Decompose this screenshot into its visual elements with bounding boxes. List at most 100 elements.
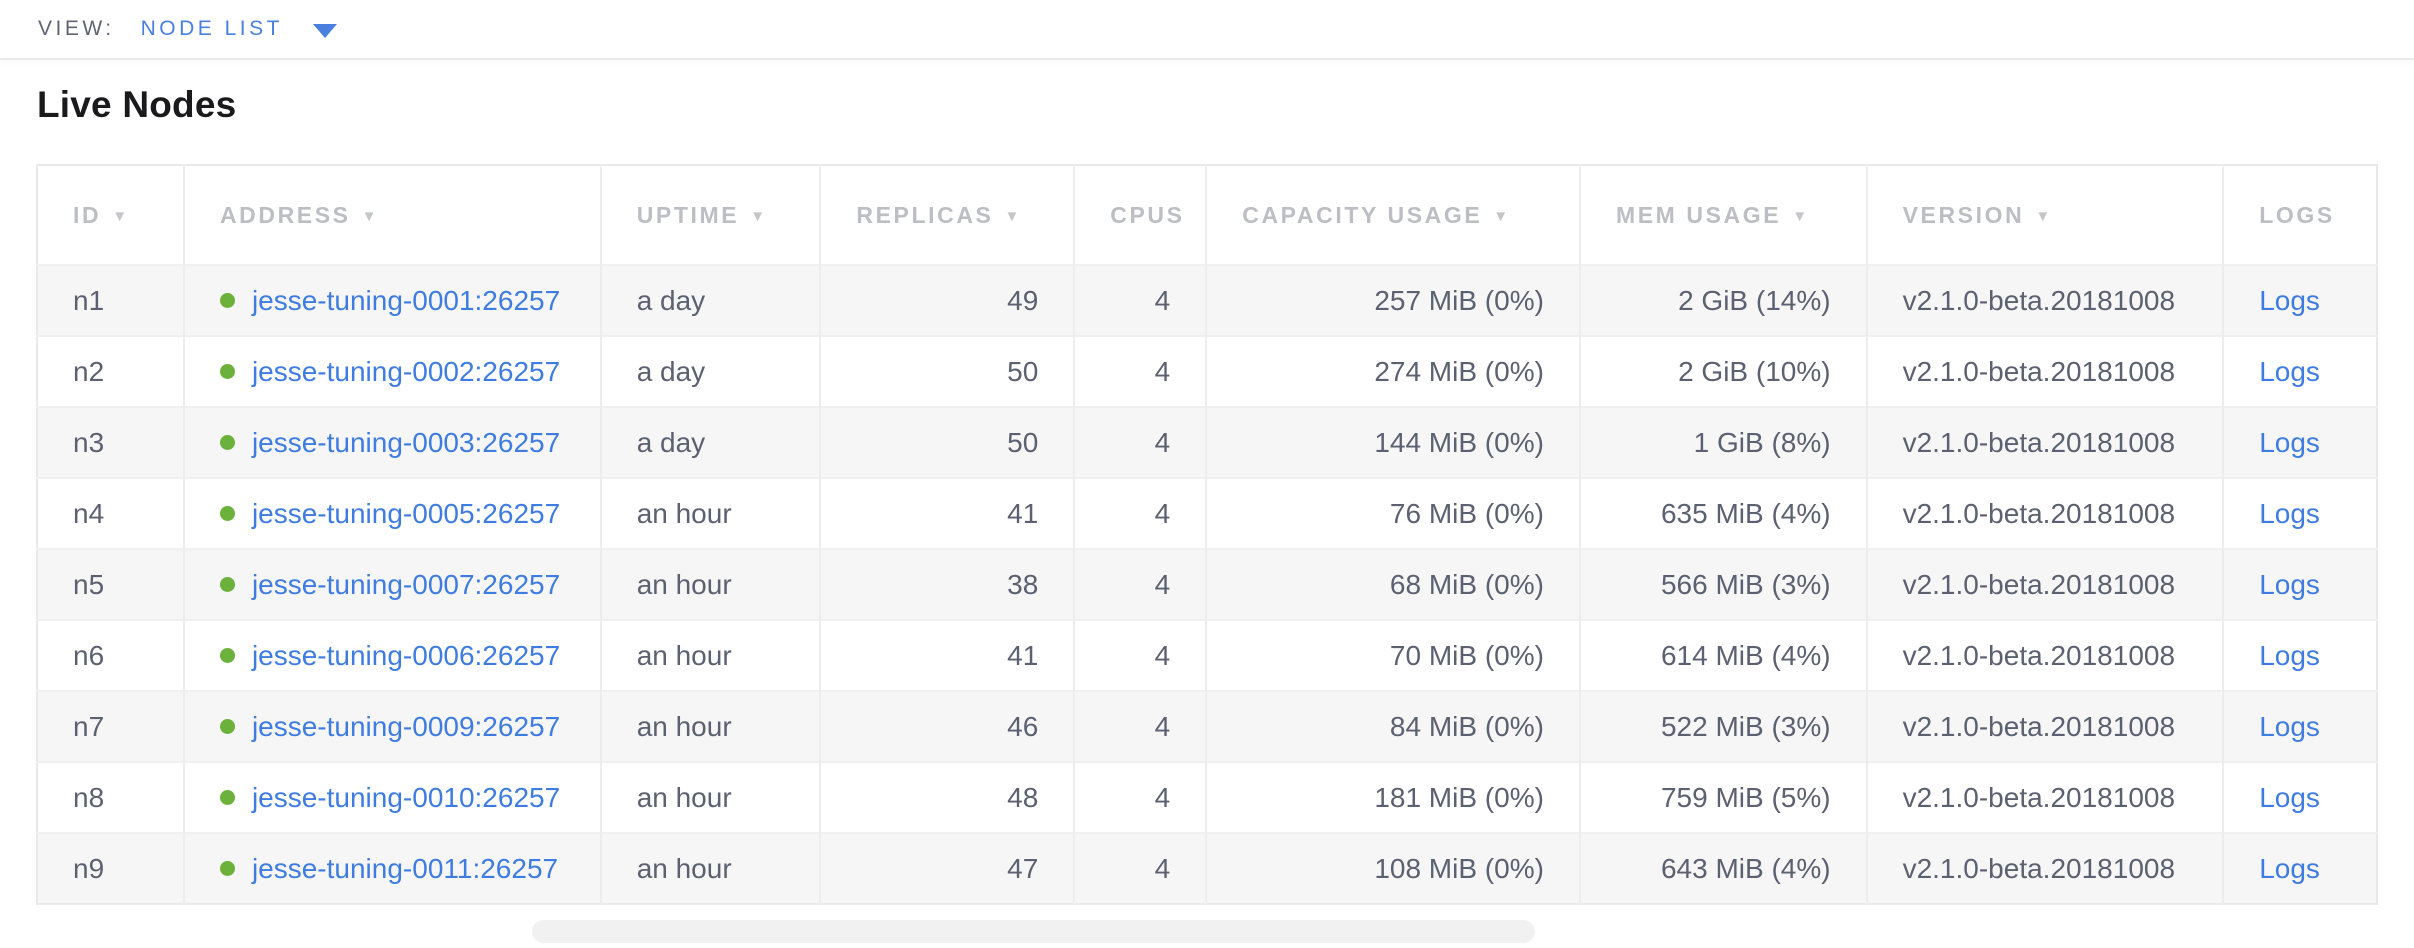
- mem-cell: 635 MiB (4%): [1578, 478, 1867, 549]
- logs-link[interactable]: Logs: [2259, 497, 2320, 529]
- logs-link[interactable]: Logs: [2259, 710, 2320, 742]
- page-title: Live Nodes: [37, 84, 237, 125]
- mem-cell: 2 GiB (10%): [1578, 336, 1867, 407]
- address-cell: jesse-tuning-0009:26257: [182, 691, 601, 762]
- replicas-cell: 50: [819, 336, 1075, 407]
- logs-link[interactable]: Logs: [2259, 781, 2320, 813]
- uptime-cell: a day: [599, 336, 821, 407]
- horizontal-scrollbar[interactable]: [532, 920, 1535, 943]
- mem-cell: 566 MiB (3%): [1578, 549, 1867, 620]
- column-header-address[interactable]: ADDRESS ▼: [182, 165, 601, 265]
- column-header-cpus: CPUS: [1073, 165, 1207, 265]
- replicas-cell: 41: [819, 620, 1075, 691]
- live-nodes-table-container: ID ▼ ADDRESS ▼ UPTIME ▼ REPLICAS ▼ CPUS CAPACITY …: [36, 164, 2378, 905]
- sort-desc-icon: ▼: [112, 207, 130, 225]
- uptime-cell: an hour: [599, 549, 821, 620]
- address-cell: jesse-tuning-0002:26257: [182, 336, 601, 407]
- cpus-cell: 4: [1073, 549, 1207, 620]
- node-live-status-icon: [219, 576, 235, 592]
- node-address-link[interactable]: jesse-tuning-0010:26257: [251, 781, 561, 813]
- replicas-cell: 48: [819, 762, 1075, 833]
- column-header-capacity[interactable]: CAPACITY USAGE ▼: [1205, 165, 1580, 265]
- replicas-cell: 38: [819, 549, 1075, 620]
- address-cell: jesse-tuning-0006:26257: [182, 620, 601, 691]
- node-address-link[interactable]: jesse-tuning-0011:26257: [251, 852, 559, 884]
- uptime-cell: a day: [599, 407, 821, 478]
- id-cell: n5: [73, 568, 105, 600]
- replicas-cell: 47: [819, 833, 1075, 904]
- logs-link[interactable]: Logs: [2259, 852, 2320, 884]
- column-header-label: CAPACITY USAGE: [1242, 201, 1483, 228]
- column-header-mem[interactable]: MEM USAGE ▼: [1578, 165, 1867, 265]
- cpus-cell: 4: [1073, 336, 1207, 407]
- node-address-link[interactable]: jesse-tuning-0001:26257: [251, 284, 561, 316]
- node-address-link[interactable]: jesse-tuning-0009:26257: [251, 710, 561, 742]
- cpus-cell: 4: [1073, 265, 1207, 336]
- column-header-logs: LOGS: [2222, 165, 2377, 265]
- column-header-label: UPTIME: [636, 201, 740, 228]
- logs-cell: Logs: [2222, 478, 2377, 549]
- logs-cell: Logs: [2222, 691, 2377, 762]
- capacity-cell: 70 MiB (0%): [1205, 620, 1580, 691]
- capacity-cell: 84 MiB (0%): [1205, 691, 1580, 762]
- cpus-cell: 4: [1073, 762, 1207, 833]
- node-address-link[interactable]: jesse-tuning-0002:26257: [251, 355, 561, 387]
- node-address-link[interactable]: jesse-tuning-0007:26257: [251, 568, 561, 600]
- node-live-status-icon: [219, 292, 235, 308]
- version-cell: v2.1.0-beta.20181008: [1865, 407, 2224, 478]
- id-cell: n4: [73, 497, 105, 529]
- sort-desc-icon: ▼: [1004, 207, 1022, 225]
- logs-cell: Logs: [2222, 833, 2377, 904]
- version-cell: v2.1.0-beta.20181008: [1865, 762, 2224, 833]
- mem-cell: 614 MiB (4%): [1578, 620, 1867, 691]
- column-header-label: CPUS: [1110, 201, 1185, 228]
- mem-cell: 643 MiB (4%): [1578, 833, 1867, 904]
- version-cell: v2.1.0-beta.20181008: [1865, 691, 2224, 762]
- id-cell: n2: [73, 355, 105, 387]
- replicas-cell: 46: [819, 691, 1075, 762]
- column-header-replicas[interactable]: REPLICAS ▼: [819, 165, 1075, 265]
- view-dropdown[interactable]: NODE LIST: [141, 17, 337, 41]
- version-cell: v2.1.0-beta.20181008: [1865, 265, 2224, 336]
- table-row: n8 jesse-tuning-0010:26257 an hour 48 4 181 M…: [37, 762, 2377, 833]
- version-cell: v2.1.0-beta.20181008: [1865, 620, 2224, 691]
- logs-link[interactable]: Logs: [2259, 639, 2320, 671]
- replicas-cell: 41: [819, 478, 1075, 549]
- capacity-cell: 274 MiB (0%): [1205, 336, 1580, 407]
- node-live-status-icon: [219, 718, 235, 734]
- logs-link[interactable]: Logs: [2259, 284, 2320, 316]
- id-cell: n6: [73, 639, 105, 671]
- logs-link[interactable]: Logs: [2259, 568, 2320, 600]
- node-live-status-icon: [219, 434, 235, 450]
- address-cell: jesse-tuning-0010:26257: [182, 762, 601, 833]
- uptime-cell: an hour: [599, 762, 821, 833]
- column-header-label: ADDRESS: [219, 201, 351, 228]
- capacity-cell: 181 MiB (0%): [1205, 762, 1580, 833]
- sort-desc-icon: ▼: [2035, 207, 2053, 225]
- node-address-link[interactable]: jesse-tuning-0003:26257: [251, 426, 561, 458]
- table-row: n1 jesse-tuning-0001:26257 a day 49 4 257 MiB…: [37, 265, 2377, 336]
- column-header-uptime[interactable]: UPTIME ▼: [599, 165, 821, 265]
- cpus-cell: 4: [1073, 620, 1207, 691]
- column-header-label: VERSION: [1902, 201, 2025, 228]
- node-live-status-icon: [219, 647, 235, 663]
- id-cell: n3: [73, 426, 105, 458]
- capacity-cell: 68 MiB (0%): [1205, 549, 1580, 620]
- sort-desc-icon: ▼: [361, 207, 380, 225]
- node-address-link[interactable]: jesse-tuning-0005:26257: [251, 497, 561, 529]
- logs-cell: Logs: [2222, 620, 2377, 691]
- uptime-cell: an hour: [599, 691, 821, 762]
- logs-link[interactable]: Logs: [2259, 355, 2320, 387]
- node-live-status-icon: [219, 505, 235, 521]
- logs-link[interactable]: Logs: [2259, 426, 2320, 458]
- capacity-cell: 76 MiB (0%): [1205, 478, 1580, 549]
- column-header-id[interactable]: ID ▼: [37, 165, 184, 265]
- table-row: n3 jesse-tuning-0003:26257 a day 50 4 144 MiB…: [37, 407, 2377, 478]
- node-address-link[interactable]: jesse-tuning-0006:26257: [251, 639, 561, 671]
- mem-cell: 522 MiB (3%): [1578, 691, 1867, 762]
- column-header-label: LOGS: [2259, 201, 2335, 228]
- column-header-version[interactable]: VERSION ▼: [1865, 165, 2224, 265]
- table-row: n7 jesse-tuning-0009:26257 an hour 46 4 84 Mi…: [37, 691, 2377, 762]
- logs-cell: Logs: [2222, 762, 2377, 833]
